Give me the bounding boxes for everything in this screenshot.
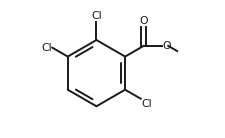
Text: Cl: Cl <box>141 99 151 109</box>
Text: Cl: Cl <box>41 43 51 53</box>
Text: Cl: Cl <box>91 11 101 21</box>
Text: O: O <box>161 41 170 51</box>
Text: O: O <box>139 16 147 26</box>
